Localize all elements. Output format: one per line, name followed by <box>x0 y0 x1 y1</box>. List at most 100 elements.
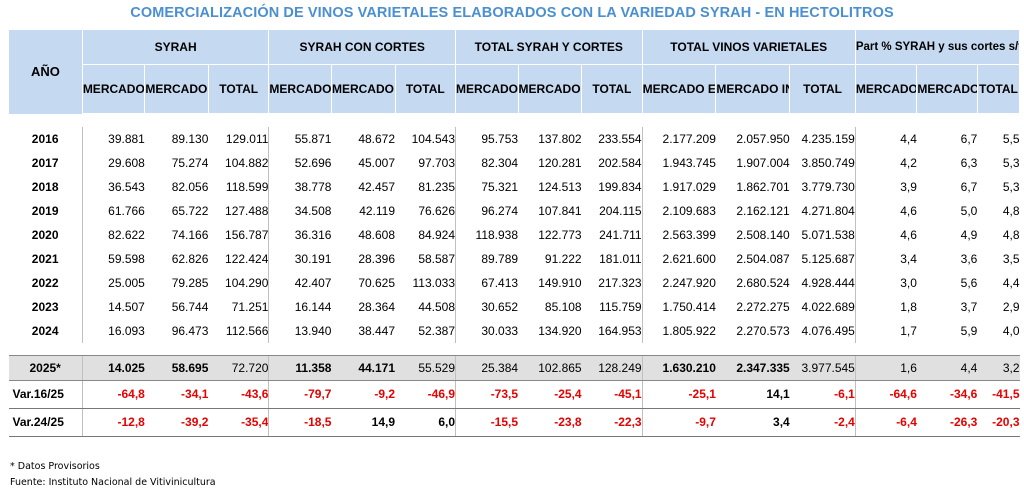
row-label: 2019 <box>31 204 59 218</box>
table-cell: 112.566 <box>225 324 269 338</box>
table-cell: 104.290 <box>225 276 269 290</box>
table-row: 2016 39.881 89.130 129.011 55.871 48.672 104.5… <box>9 127 1020 151</box>
table-cell: -35,4 <box>208 408 269 437</box>
table-cell: 42.119 <box>359 204 396 218</box>
table-cell: 70.625 <box>358 276 396 290</box>
table-cell: 164.953 <box>598 324 642 338</box>
subheader-mercado-externo: MERCADO EXTERNO <box>854 64 918 115</box>
subheader-mercado-interno: MERCADO INTERNO <box>715 64 791 115</box>
table-cell: -45,1 <box>581 380 643 409</box>
table-cell: 4.271.804 <box>801 204 855 218</box>
table-cell: 55.871 <box>268 127 332 151</box>
table-row-2025: 2025* 14.025 58.695 72.720 11.358 44.171 55.52… <box>8 355 1020 381</box>
row-label: 2022 <box>31 276 59 290</box>
table-cell: -39,2 <box>144 408 209 437</box>
table-cell: 76.626 <box>418 204 456 218</box>
table-cell: 217.323 <box>598 276 642 290</box>
table-cell: 5,5 <box>1002 132 1020 146</box>
group-header-syrah: SYRAH <box>81 29 270 65</box>
table-cell: 113.033 <box>412 276 456 290</box>
table-cell: 72.720 <box>208 355 269 381</box>
table-cell: 6,0 <box>395 408 456 437</box>
table-row: 2020 82.622 74.166 156.787 36.316 48.608 84.92… <box>9 223 1020 247</box>
table-cell: -9,7 <box>641 408 716 437</box>
table-cell: 14,1 <box>715 380 790 409</box>
table-cell: 14,9 <box>331 408 396 437</box>
table-cell: 2.621.600 <box>641 247 716 271</box>
table-cell: 1.917.029 <box>641 175 716 199</box>
table-cell: 1.630.210 <box>641 355 716 381</box>
table-cell: 115.759 <box>599 300 642 314</box>
subheader-mercado-interno: MERCADO INTERNO <box>517 64 583 115</box>
table-cell: 4,4 <box>854 127 917 151</box>
subheader-mercado-interno: MERCADO INTERNO <box>916 64 978 115</box>
table-cell: 1.907.004 <box>736 156 790 170</box>
table-cell: 44.508 <box>418 300 456 314</box>
table-cell: -25,4 <box>518 380 582 409</box>
table-cell: 13.940 <box>268 319 332 343</box>
table-cell: 97.703 <box>418 156 456 170</box>
group-header-total-syrah-cortes: TOTAL SYRAH Y CORTES <box>455 29 643 65</box>
table-cell: 2.563.399 <box>641 223 716 247</box>
row-label: Var.16/25 <box>8 380 83 409</box>
table-cell: 2.272.275 <box>736 300 790 314</box>
table-cell: -26,3 <box>916 408 978 437</box>
table-cell: 4.022.689 <box>801 300 855 314</box>
table-cell: 95.753 <box>455 127 519 151</box>
table-cell: 3.850.749 <box>801 156 855 170</box>
table-row: 2019 61.766 65.722 127.488 34.508 42.119 76.62… <box>9 199 1020 223</box>
subheader-row: MERCADO EXTERNOMERCADO INTERNOTOTALMERCA… <box>9 64 1021 115</box>
table-cell: -20,3 <box>977 408 1020 437</box>
table-cell: 89.789 <box>455 247 519 271</box>
table-cell: 199.834 <box>598 180 642 194</box>
table-cell: 104.882 <box>225 156 269 170</box>
table-cell: 128.249 <box>581 355 643 381</box>
table-row: 2022 25.005 79.285 104.290 42.407 70.625 113.0… <box>9 271 1020 295</box>
subheader-mercado-externo: MERCADO EXTERNO <box>455 64 519 115</box>
subheader-mercado-externo: MERCADO EXTERNO <box>268 64 332 115</box>
table-cell: 28.396 <box>358 252 396 266</box>
table-cell: 3,5 <box>1002 252 1020 266</box>
table-cell: 62.826 <box>171 252 209 266</box>
table-row: 2024 16.093 96.473 112.566 13.940 38.447 52.38… <box>9 319 1020 343</box>
table-cell: 36.543 <box>81 175 145 199</box>
table-cell: 3,6 <box>960 252 978 266</box>
table-cell: 34.508 <box>268 199 332 223</box>
row-label: 2025* <box>8 355 83 381</box>
subheader-total: TOTAL <box>976 64 1021 115</box>
table-cell: 6,7 <box>960 132 978 146</box>
table-cell: 11.358 <box>268 355 332 381</box>
table-cell: 75.321 <box>455 175 519 199</box>
table-cell: 5.071.538 <box>801 228 855 242</box>
table-cell: 67.413 <box>455 271 519 295</box>
group-header-part-pct: Part % SYRAH y sus cortes s/total variet… <box>854 29 1021 65</box>
table-cell: 61.766 <box>81 199 145 223</box>
table-cell: -22,3 <box>581 408 643 437</box>
table-cell: 48.672 <box>358 132 396 146</box>
row-label: 2020 <box>31 228 59 242</box>
table-cell: 134.920 <box>538 324 582 338</box>
subheader-total: TOTAL <box>581 64 643 115</box>
row-label: 2023 <box>31 300 59 314</box>
table-body: 2016 39.881 89.130 129.011 55.871 48.672 104.5… <box>8 114 1020 437</box>
table-cell: 38.778 <box>268 175 332 199</box>
table-cell: 79.285 <box>171 276 209 290</box>
table-cell: 5,0 <box>960 204 978 218</box>
table-cell: 28.364 <box>358 300 396 314</box>
table-cell: 4.076.495 <box>801 324 855 338</box>
table-cell: 2.680.524 <box>736 276 790 290</box>
table-cell: 104.543 <box>411 132 456 146</box>
table-cell: 118.599 <box>225 180 269 194</box>
table-cell: -9,2 <box>331 380 396 409</box>
table-cell: 1,7 <box>854 319 917 343</box>
table-cell: 122.773 <box>538 228 582 242</box>
table-cell: 129.011 <box>225 132 269 146</box>
table-cell: 4,6 <box>854 223 917 247</box>
table-cell: 91.222 <box>544 252 582 266</box>
row-label: 2017 <box>31 156 59 170</box>
table-cell: 82.622 <box>81 223 145 247</box>
table-cell: 6,3 <box>960 156 978 170</box>
table-cell: 52.696 <box>268 151 332 175</box>
subheader-mercado-externo: MERCADO EXTERNO <box>81 64 146 115</box>
spacer-row <box>9 343 1020 356</box>
